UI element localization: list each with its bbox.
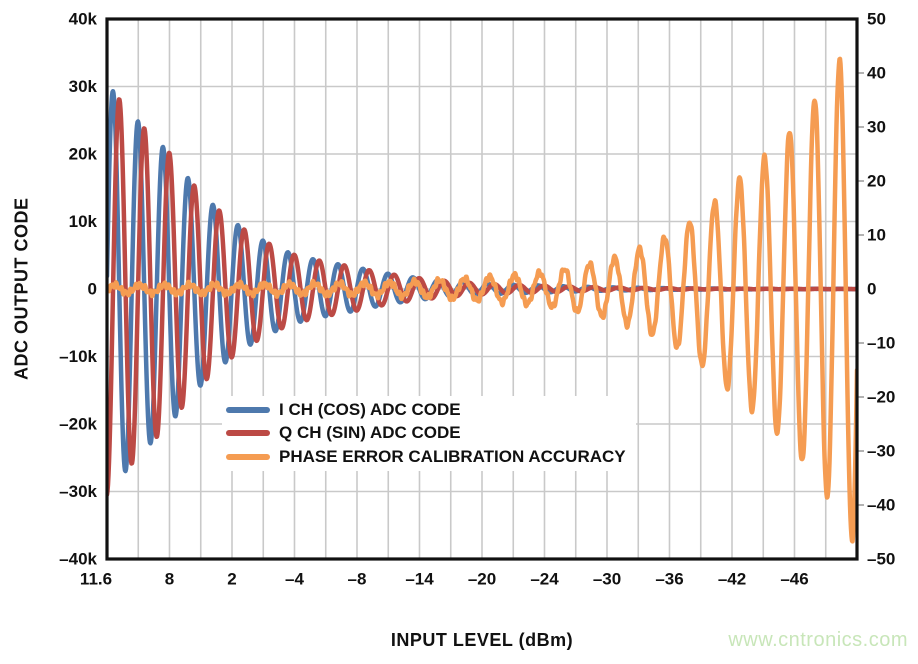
left-axis-title: ADC OUTPUT CODE — [11, 197, 32, 381]
x-axis-tick-label: –30 — [593, 570, 621, 589]
x-axis-tick-label: 11.6 — [80, 570, 112, 589]
x-axis-tick-label: 8 — [165, 570, 174, 589]
right-axis-tick-label: 0 — [867, 280, 876, 299]
right-axis-tick-label: –10 — [867, 334, 895, 353]
right-axis-tick-label: 40 — [867, 64, 886, 83]
legend-row: PHASE ERROR CALIBRATION ACCURACY — [226, 445, 626, 469]
right-axis-tick-label: –20 — [867, 388, 895, 407]
plot-border — [105, 17, 859, 561]
legend-label: I CH (COS) ADC CODE — [279, 399, 461, 419]
series-phase-error-calibration-accuracy — [107, 56, 857, 544]
left-axis-tick-label: 0 — [88, 280, 97, 299]
left-axis-labels: 40k 30k 20k 10k 0 –10k –20k –30k –40k — [59, 10, 97, 569]
legend-swatch — [226, 453, 270, 460]
x-axis-tick-label: –4 — [285, 570, 304, 589]
right-axis-tick-label: 30 — [867, 118, 886, 137]
legend-row: Q CH (SIN) ADC CODE — [226, 422, 626, 446]
legend-swatch — [226, 430, 270, 437]
x-axis-tick-label: –46 — [780, 570, 808, 589]
x-axis-tick-label: –8 — [348, 570, 367, 589]
left-axis-tick-label: –10k — [59, 347, 97, 366]
legend-row: I CH (COS) ADC CODE — [226, 398, 626, 422]
right-axis-labels: 50 40 30 20 10 0 –10 –20 –30 –40 –50 — [867, 10, 895, 569]
x-axis-tick-label: –24 — [530, 570, 559, 589]
x-axis-tick-label: –42 — [718, 570, 746, 589]
x-axis-tick-label: 2 — [227, 570, 236, 589]
right-axis-tick-label: –50 — [867, 550, 895, 569]
left-axis-tick-label: 10k — [69, 212, 98, 231]
left-axis-tick-label: –40k — [59, 550, 97, 569]
left-axis-tick-label: 40k — [69, 10, 98, 29]
chart-legend: I CH (COS) ADC CODE Q CH (SIN) ADC CODE PH… — [222, 396, 636, 471]
right-axis-tick-label: 10 — [867, 226, 886, 245]
x-axis-title: INPUT LEVEL (dBm) — [390, 630, 574, 650]
left-axis-tick-label: –20k — [59, 415, 97, 434]
left-axis-tick-label: –30k — [59, 482, 97, 501]
right-axis-tick-label: 50 — [867, 10, 886, 29]
legend-swatch — [226, 406, 270, 413]
x-axis-tick-label: –20 — [468, 570, 496, 589]
legend-label: Q CH (SIN) ADC CODE — [279, 423, 461, 443]
series-group — [107, 56, 857, 544]
right-axis-tick-label: 20 — [867, 172, 886, 191]
x-axis-labels: 11.6 8 2 –4 –8 –14 –20 –24 –30 –36 –42 –46 — [80, 570, 809, 589]
x-axis-tick-label: –14 — [405, 570, 434, 589]
watermark-text: www.cntronics.com — [728, 629, 908, 651]
right-axis-tick-label: –30 — [867, 442, 895, 461]
right-axis-tick-label: –40 — [867, 496, 895, 515]
legend-label: PHASE ERROR CALIBRATION ACCURACY — [279, 446, 626, 466]
x-axis-tick-label: –36 — [655, 570, 683, 589]
left-axis-tick-label: 30k — [69, 77, 98, 96]
left-axis-tick-label: 20k — [69, 145, 98, 164]
